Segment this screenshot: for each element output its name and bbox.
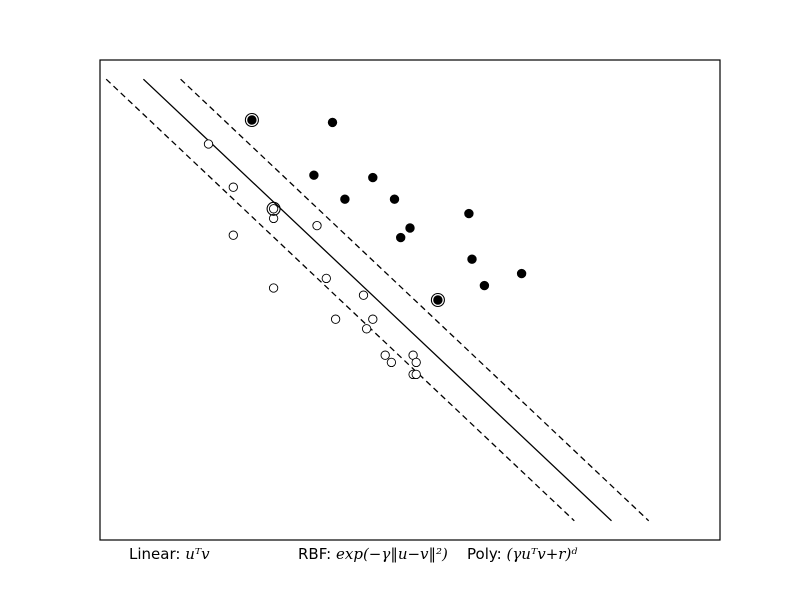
decision-boundary-line [142,78,612,522]
open-point [411,357,421,368]
open-point [268,213,279,224]
filled-point [433,295,443,305]
kernel-caption-linear: Linear: uᵀv [129,545,210,563]
kernel-formula-poly: (γuᵀv+r)ᵈ [506,545,578,563]
filled-point [340,194,350,204]
filled-point [327,117,338,128]
margin-line-2 [180,78,650,522]
filled-point [368,172,378,183]
open-point [312,220,322,231]
open-point [411,369,421,380]
kernel-caption-rbf: RBF: exp(−γ‖u−v‖²) [298,545,448,563]
open-point [228,230,238,240]
filled-point [464,208,474,219]
support-vector-ring [244,112,259,128]
decision-lines [105,78,650,522]
open-point [330,314,341,324]
filled-point [479,280,490,291]
filled-point [467,254,477,264]
margin-line-1 [105,78,575,522]
kernel-formula-linear: uᵀv [185,545,210,563]
open-point [380,350,390,360]
open-point [268,283,279,293]
open-point [358,290,369,300]
kernel-label-rbf: RBF: [298,545,336,563]
filled-point [405,223,415,233]
open-point [386,357,397,368]
support-vector-ring [266,201,281,216]
open-point [203,139,214,149]
open-point [368,314,378,324]
kernel-label-poly: Poly: [467,545,507,563]
filled-point [247,115,257,125]
kernel-label-linear: Linear: [129,545,186,563]
open-point [321,273,331,284]
support-vector-rings [244,112,445,308]
filled-point [309,170,319,180]
plot-frame [99,59,721,541]
open-point [228,182,238,192]
filled-point [516,268,527,279]
data-points [203,115,527,380]
kernel-caption-poly: Poly: (γuᵀv+r)ᵈ [467,545,577,563]
open-point [361,324,372,334]
open-point [268,204,279,214]
support-vector-ring [430,292,445,308]
filled-point [396,232,406,243]
filled-point [389,194,400,204]
kernel-formula-rbf: exp(−γ‖u−v‖²) [336,545,448,563]
